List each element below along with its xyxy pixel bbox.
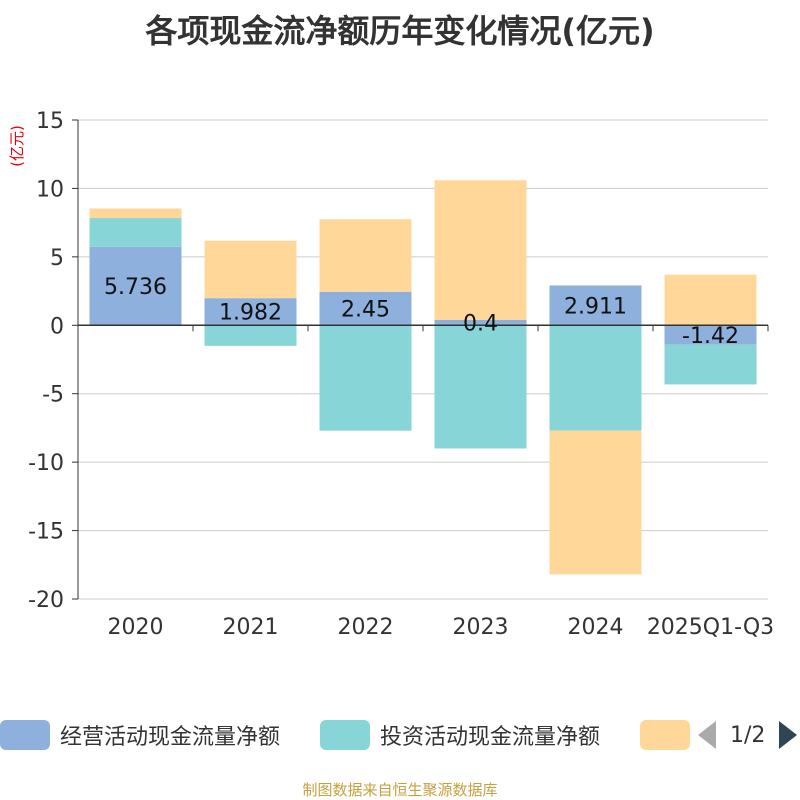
bar-s0-2020 bbox=[89, 246, 182, 326]
bar-s2-2020 bbox=[89, 208, 182, 219]
bar-s2-2024 bbox=[549, 430, 642, 575]
bar-s1-2021 bbox=[204, 325, 297, 346]
x-tick-label: 2020 bbox=[108, 615, 164, 640]
bar-s0-2024 bbox=[549, 285, 642, 326]
legend-label-investing: 投资活动现金流量净额 bbox=[380, 725, 601, 750]
source-note: 制图数据来自恒生聚源数据库 bbox=[302, 781, 498, 799]
bar-s0-2025Q1-Q3 bbox=[664, 325, 757, 345]
legend-item-investing[interactable]: 投资活动现金流量净额 bbox=[320, 716, 600, 754]
pager-text: 1/2 bbox=[730, 722, 766, 748]
x-tick-label: 2022 bbox=[338, 615, 394, 640]
bar-s0-2023 bbox=[434, 319, 527, 326]
legend-item-financing[interactable] bbox=[640, 716, 690, 754]
x-tick-label: 2021 bbox=[223, 615, 279, 640]
chart-title: 各项现金流净额历年变化情况(亿元) bbox=[145, 12, 655, 50]
y-tick-label: -20 bbox=[28, 588, 64, 613]
pager-next-icon[interactable] bbox=[779, 721, 798, 749]
x-tick-label: 2024 bbox=[568, 615, 624, 640]
legend-item-operating[interactable]: 经营活动现金流量净额 bbox=[0, 716, 280, 754]
bar-s1-2023 bbox=[434, 325, 527, 449]
legend-swatch-operating bbox=[0, 720, 50, 750]
data-label: 2.911 bbox=[564, 294, 627, 319]
y-tick-label: -5 bbox=[42, 383, 64, 408]
legend: 经营活动现金流量净额 投资活动现金流量净额 1/2 bbox=[0, 716, 800, 754]
data-label: 2.45 bbox=[341, 298, 390, 323]
bar-s2-2025Q1-Q3 bbox=[664, 274, 757, 326]
bar-s0-2021 bbox=[204, 298, 297, 326]
bar-s1-2025Q1-Q3 bbox=[664, 344, 757, 385]
legend-label-operating: 经营活动现金流量净额 bbox=[60, 725, 281, 750]
bar-s0-2022 bbox=[319, 291, 412, 326]
bar-s2-2022 bbox=[319, 219, 412, 292]
data-label: 1.982 bbox=[219, 301, 282, 326]
x-tick-label: 2025Q1-Q3 bbox=[647, 615, 774, 640]
bar-s2-2023 bbox=[434, 180, 527, 320]
y-axis-title: (亿元) bbox=[8, 125, 26, 167]
y-tick-label: 15 bbox=[36, 109, 64, 134]
y-tick-label: 10 bbox=[36, 177, 64, 202]
bar-s1-2020 bbox=[89, 218, 182, 247]
y-tick-label: 0 bbox=[50, 314, 64, 339]
x-tick-label: 2023 bbox=[453, 615, 509, 640]
y-tick-label: -15 bbox=[28, 520, 64, 545]
legend-swatch-investing bbox=[320, 720, 370, 750]
bar-s1-2024 bbox=[549, 325, 642, 431]
y-tick-label: 5 bbox=[50, 246, 64, 271]
legend-pager: 1/2 bbox=[698, 716, 798, 754]
data-label: 5.736 bbox=[104, 275, 167, 300]
pager-prev-icon[interactable] bbox=[698, 721, 716, 749]
bar-s2-2021 bbox=[204, 240, 297, 299]
y-tick-label: -10 bbox=[28, 451, 64, 476]
bar-s1-2022 bbox=[319, 325, 412, 431]
legend-swatch-financing bbox=[640, 720, 690, 750]
data-label: 0.4 bbox=[463, 312, 498, 337]
data-label: -1.42 bbox=[682, 324, 739, 349]
